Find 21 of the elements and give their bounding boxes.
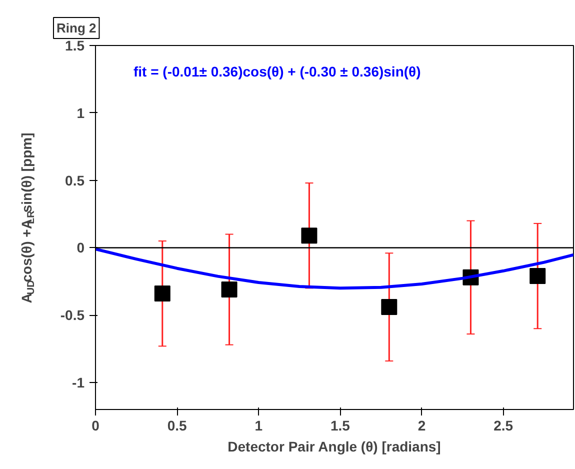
x-axis-title: Detector Pair Angle (θ) [radians] <box>228 438 441 454</box>
y-tick-label: 1 <box>76 104 85 121</box>
line-series <box>96 248 574 290</box>
point <box>381 299 398 316</box>
x-tick-label: 1.5 <box>330 418 350 434</box>
y-tick-label: 0.5 <box>65 172 85 188</box>
x-tick-label: 1 <box>254 418 263 434</box>
point <box>301 228 318 244</box>
y-tick-label: -1 <box>72 374 85 391</box>
y-tick-label: -0.5 <box>60 307 85 324</box>
annotation: fit = (-0.01± 0.36)cos(θ) + (-0.30 ± 0.36)sin(θ) <box>134 64 421 80</box>
point <box>154 286 170 302</box>
x-tick-label: 2 <box>418 418 426 434</box>
x-tick-label: 2.5 <box>494 418 514 434</box>
point <box>221 282 238 298</box>
y-tick-label: 0 <box>76 240 85 256</box>
point <box>530 268 546 284</box>
x-tick-label: 0.5 <box>167 418 188 434</box>
x-tick-label: 0 <box>92 418 100 434</box>
y-tick-label: 1.5 <box>65 38 85 54</box>
chart-title: Ring 2 <box>56 20 96 36</box>
